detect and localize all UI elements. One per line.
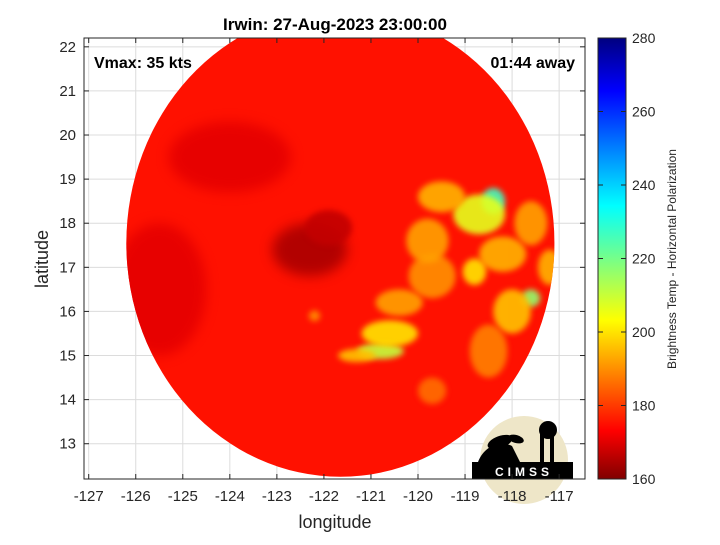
y-tick-label: 15	[59, 348, 76, 365]
y-tick-label: 21	[59, 83, 76, 100]
y-axis-label: latitude	[32, 230, 52, 288]
brightness-feature	[168, 121, 291, 193]
x-tick-label: -124	[215, 488, 245, 505]
colorbar-tick-label: 280	[632, 30, 656, 46]
colorbar-tick-label: 220	[632, 251, 656, 267]
brightness-feature	[406, 218, 449, 263]
colorbar-tick-label: 160	[632, 471, 656, 487]
brightness-feature	[479, 236, 527, 272]
x-tick-label: -126	[121, 488, 151, 505]
x-tick-label: -120	[403, 488, 433, 505]
x-tick-label: -123	[262, 488, 292, 505]
x-axis-label: longitude	[298, 512, 371, 532]
brightness-feature	[469, 324, 508, 378]
x-tick-label: -121	[356, 488, 386, 505]
colorbar-tick-label: 180	[632, 398, 656, 414]
chart-title: Irwin: 27-Aug-2023 23:00:00	[223, 15, 447, 34]
colorbar-ticks: 160 180 200 220 240 260 280	[598, 30, 656, 487]
y-tick-label: 22	[59, 39, 76, 56]
brightness-feature	[493, 289, 531, 334]
x-tick-label: -127	[74, 488, 104, 505]
colorbar-tick-label: 200	[632, 324, 656, 340]
logo-text: CIMSS	[495, 465, 553, 479]
y-tick-label: 17	[59, 259, 76, 276]
x-tick-label: -122	[309, 488, 339, 505]
x-tick-label: -119	[451, 488, 480, 505]
brightness-feature	[338, 348, 376, 363]
vmax-annotation: Vmax: 35 kts	[94, 55, 192, 72]
y-tick-label: 13	[59, 436, 76, 453]
colorbar-tick-label: 240	[632, 177, 656, 193]
brightness-feature	[418, 181, 466, 213]
colorbar-label: Brightness Temp - Horizontal Polarizatio…	[665, 149, 679, 369]
brightness-feature	[537, 249, 555, 285]
x-tick-label: -117	[545, 488, 574, 505]
x-axis: -127 -126 -125 -124 -123 -122 -121 -120 -119 -118…	[74, 38, 574, 505]
axes-frame	[83, 37, 586, 480]
brightness-feature	[418, 377, 447, 405]
brightness-feature	[305, 209, 353, 246]
brightness-feature	[514, 201, 548, 246]
x-tick-label: -118	[498, 488, 527, 505]
y-tick-label: 16	[59, 303, 76, 320]
y-tick-label: 20	[59, 127, 76, 144]
colorbar-tick-label: 260	[632, 104, 656, 120]
x-tick-label: -125	[168, 488, 198, 505]
cimss-logo: CIMSS	[472, 416, 573, 504]
swath-image	[126, 38, 555, 477]
time-offset-annotation: 01:44 away	[490, 55, 575, 72]
y-tick-label: 14	[59, 392, 76, 409]
colorbar: 160 180 200 220 240 260 280 Brightness Temp - …	[597, 30, 679, 487]
brightness-feature	[408, 254, 456, 299]
y-tick-label: 18	[59, 215, 76, 232]
y-tick-label: 19	[59, 171, 76, 188]
brightness-feature	[375, 289, 423, 316]
brightness-feature	[462, 258, 487, 285]
brightness-feature	[453, 194, 506, 235]
y-axis: 13 14 15 16 17 18 19 20 21 22	[59, 39, 585, 453]
brightness-feature	[361, 320, 419, 347]
brightness-feature	[308, 310, 321, 322]
